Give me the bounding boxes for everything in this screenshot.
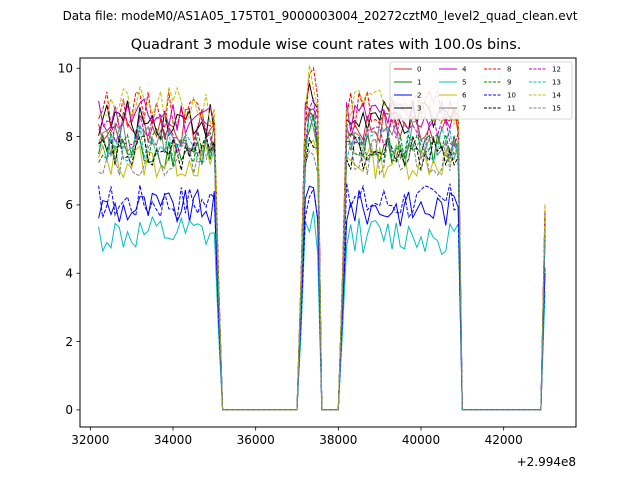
series-line-13 — [98, 111, 546, 411]
legend-label-14: 14 — [552, 92, 561, 100]
x-tick-label: 40000 — [402, 433, 440, 447]
series-line-15 — [98, 137, 546, 411]
legend-label-11: 11 — [507, 105, 516, 113]
legend-label-4: 4 — [462, 66, 467, 74]
legend-label-2: 2 — [417, 92, 421, 100]
legend-label-13: 13 — [552, 79, 561, 87]
legend-label-3: 3 — [417, 105, 421, 113]
y-tick-label: 4 — [65, 267, 73, 281]
y-tick-label: 8 — [65, 130, 73, 144]
legend-label-15: 15 — [552, 105, 561, 113]
legend-label-5: 5 — [462, 79, 466, 87]
legend-label-12: 12 — [552, 66, 561, 74]
y-tick-label: 0 — [65, 403, 73, 417]
y-tick-label: 6 — [65, 198, 73, 212]
legend-label-7: 7 — [462, 105, 466, 113]
legend-label-10: 10 — [507, 92, 516, 100]
x-offset-label: +2.994e8 — [517, 455, 576, 469]
legend-label-9: 9 — [507, 79, 511, 87]
chart-title: Quadrant 3 module wise count rates with … — [131, 37, 522, 53]
legend-label-8: 8 — [507, 66, 511, 74]
legend-frame — [389, 61, 573, 120]
x-tick-label: 34000 — [154, 433, 192, 447]
legend-label-1: 1 — [417, 79, 421, 87]
x-tick-label: 38000 — [319, 433, 357, 447]
plot-frame — [79, 57, 577, 428]
x-tick-label: 32000 — [71, 433, 109, 447]
legend-label-0: 0 — [417, 66, 421, 74]
plot-area — [80, 58, 576, 427]
x-axis: 32000 34000 36000 38000 40000 42000 — [71, 427, 523, 447]
y-tick-label: 10 — [58, 62, 73, 76]
x-tick-label: 36000 — [237, 433, 275, 447]
series-layer — [98, 65, 546, 411]
y-axis: 0 2 4 6 8 10 — [58, 62, 80, 417]
suptitle: Data file: modeM0/AS1A05_175T01_90000030… — [63, 9, 578, 23]
y-tick-label: 2 — [65, 335, 73, 349]
x-tick-label: 42000 — [485, 433, 523, 447]
legend-label-6: 6 — [462, 92, 467, 100]
